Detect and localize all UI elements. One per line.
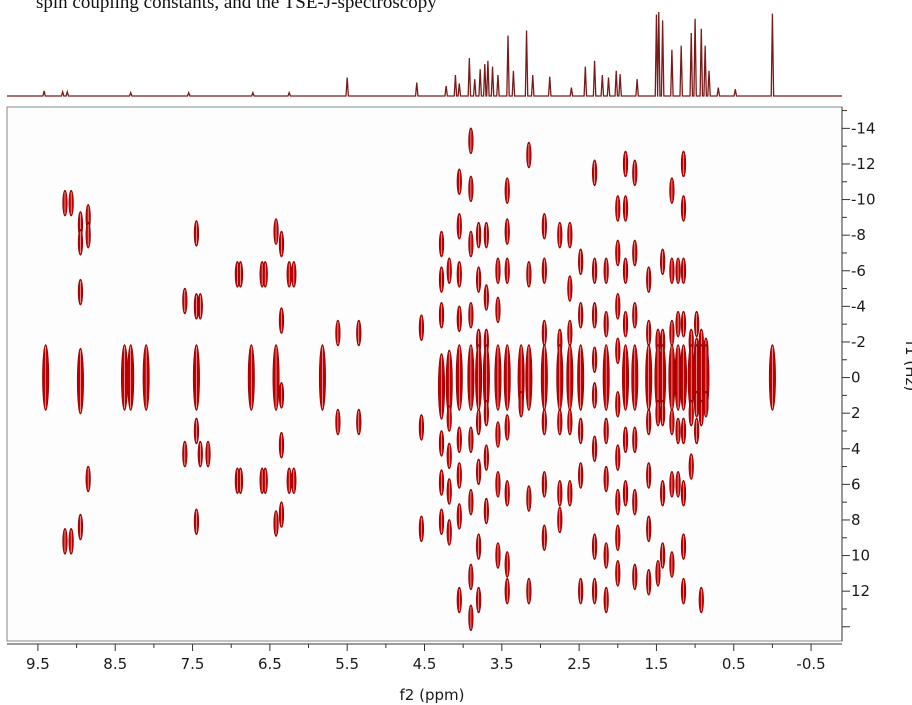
y-tick-label: 4 xyxy=(851,440,861,458)
x-axis-title: f2 (ppm) xyxy=(400,686,465,704)
x-tick-label: 8.5 xyxy=(103,655,127,673)
y-axis-title: f1 (Hz) xyxy=(902,341,912,391)
y-tick-label: -8 xyxy=(851,226,866,244)
x-tick-label: -0.5 xyxy=(796,655,825,673)
y-tick-label: -10 xyxy=(851,191,876,209)
y-tick-label: -4 xyxy=(851,297,866,315)
x-tick-label: 5.5 xyxy=(335,655,359,673)
y-tick-label: -6 xyxy=(851,262,866,280)
y-axis: -14 -12 -10 -8 -6 -4 -2 0 2 4 6 8 10 12 xyxy=(841,107,876,641)
peaks-group xyxy=(42,127,776,632)
y-tick-label: -2 xyxy=(851,333,866,351)
y-tick-label: -14 xyxy=(851,119,876,137)
y-tick-label: -12 xyxy=(851,155,876,173)
x-tick-label: 7.5 xyxy=(181,655,205,673)
x-tick-label: 3.5 xyxy=(490,655,514,673)
x-tick-label: 9.5 xyxy=(26,655,50,673)
x-tick-label: 1.5 xyxy=(645,655,669,673)
x-axis: 9.5 8.5 7.5 6.5 5.5 4.5 3.5 2.5 1.5 0.5 -0.5 xyxy=(7,643,842,673)
y-tick-label: 0 xyxy=(851,369,861,387)
x-tick-label: 6.5 xyxy=(258,655,282,673)
y-tick-label: 10 xyxy=(851,547,870,565)
caption-fragment: spin coupling constants, and the TSE-J-s… xyxy=(36,0,437,13)
y-tick-label: 12 xyxy=(851,582,870,600)
x-tick-label: 2.5 xyxy=(567,655,591,673)
y-tick-label: 6 xyxy=(851,475,861,493)
projection-trace-group xyxy=(7,11,842,97)
projection-trace xyxy=(7,11,842,97)
x-tick-label: 0.5 xyxy=(722,655,746,673)
y-tick-label: 2 xyxy=(851,404,861,422)
y-tick-label: 8 xyxy=(851,511,861,529)
x-tick-label: 4.5 xyxy=(413,655,437,673)
